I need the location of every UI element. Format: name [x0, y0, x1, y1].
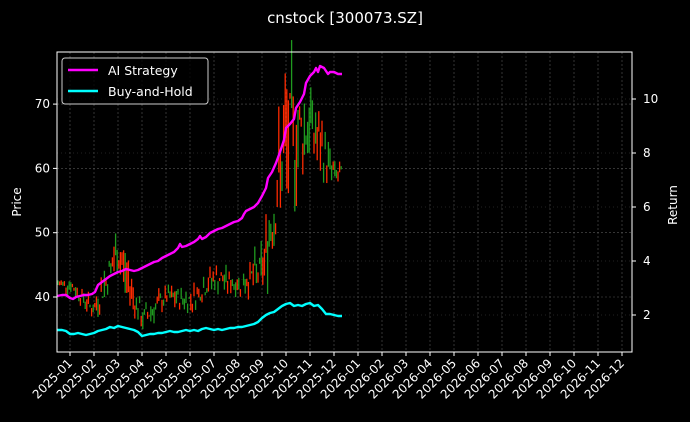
- y-axis-label-left: Price: [10, 187, 24, 216]
- legend: AI Strategy Buy-and-Hold: [61, 57, 209, 105]
- right-y-axis-ticks: 2 4 6 8 10: [632, 92, 658, 322]
- y-left-tick-label: 70: [35, 97, 50, 111]
- ai-strategy-line: [56, 64, 342, 301]
- legend-label-buy-and-hold: Buy-and-Hold: [108, 84, 193, 99]
- left-y-axis-ticks: 40 50 60 70: [35, 97, 57, 304]
- y-left-tick-label: 50: [35, 226, 50, 240]
- y-right-tick-label: 8: [643, 146, 651, 160]
- y-right-tick-label: 2: [643, 308, 651, 322]
- y-left-tick-label: 40: [35, 290, 50, 304]
- plot-frame: [56, 51, 633, 353]
- y-right-tick-label: 10: [643, 92, 658, 106]
- legend-box: [61, 57, 209, 105]
- y-axis-label-right: Return: [666, 185, 680, 225]
- y-left-tick-label: 60: [35, 161, 50, 175]
- chart-title: cnstock [300073.SZ]: [267, 9, 423, 27]
- y-right-tick-label: 4: [643, 254, 651, 268]
- y-right-tick-label: 6: [643, 200, 651, 214]
- legend-label-ai-strategy: AI Strategy: [108, 63, 178, 78]
- buy-and-hold-line: [57, 301, 342, 338]
- x-axis-ticks: 2025-012025-022025-032025-042025-052025-…: [30, 352, 627, 402]
- price-candlesticks: [57, 40, 342, 330]
